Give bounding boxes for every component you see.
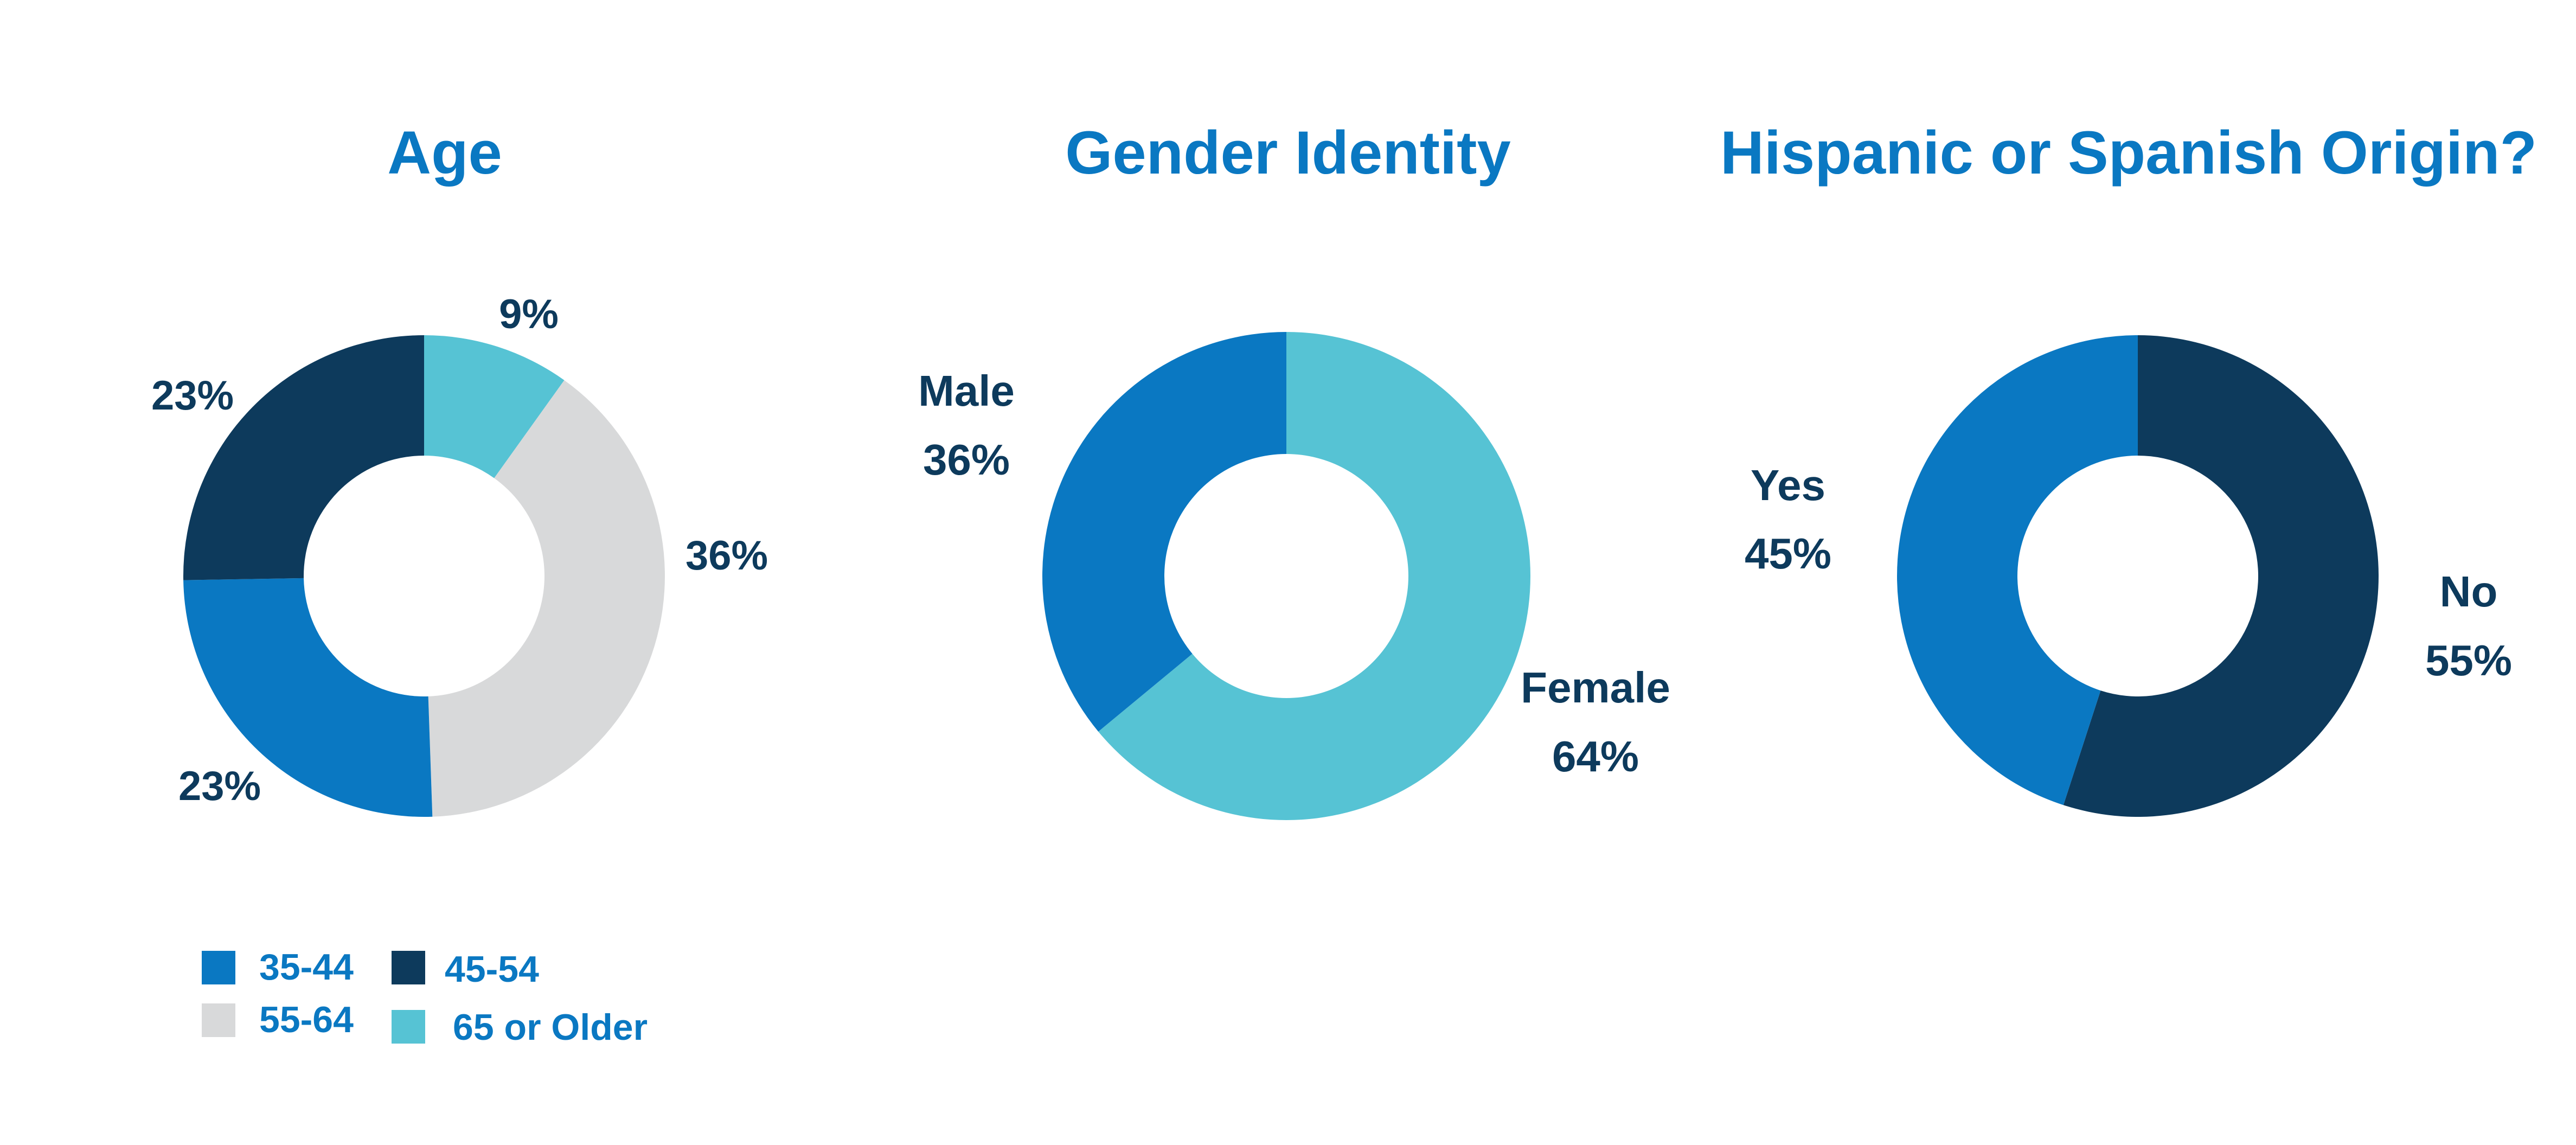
legend-swatch-45-54 (392, 951, 425, 984)
gender-label-female-name: Female (1521, 663, 1670, 712)
slice-male (1042, 332, 1286, 732)
legend-label-35-44: 35-44 (259, 946, 354, 988)
slice-55-64 (428, 380, 665, 817)
legend-label-55-64: 55-64 (259, 999, 354, 1040)
legend-swatch-55-64 (202, 1003, 235, 1037)
gender-identity-chart-title: Gender Identity (1065, 119, 1510, 187)
legend-label-65-or-older: 65 or Older (453, 1007, 648, 1048)
hispanic-origin-chart: Hispanic or Spanish Origin? Yes 45% No 5… (1720, 119, 2537, 817)
hispanic-origin-donut (1897, 335, 2379, 817)
slice-yes (1897, 335, 2138, 805)
slice-no (2063, 335, 2379, 817)
gender-label-male-value: 36% (923, 436, 1010, 484)
gender-identity-chart: Gender Identity Male 36% Female 64% (918, 119, 1670, 821)
age-legend: 35-44 45-54 55-64 65 or Older (202, 946, 648, 1048)
age-label-35-44: 23% (178, 763, 261, 809)
legend-swatch-65-or-older (392, 1010, 425, 1044)
gender-identity-donut (1042, 332, 1530, 821)
slice-female (1098, 332, 1530, 821)
hispanic-origin-chart-title: Hispanic or Spanish Origin? (1720, 119, 2537, 187)
gender-label-female-value: 64% (1552, 732, 1639, 781)
age-chart: Age 9% 36% 23% 23% 35-44 45-54 55-64 65 … (151, 119, 768, 1048)
hispanic-label-yes-value: 45% (1745, 529, 1831, 578)
gender-label-male-name: Male (918, 367, 1015, 415)
hispanic-label-no-value: 55% (2425, 636, 2512, 685)
age-donut (183, 335, 665, 817)
legend-swatch-35-44 (202, 951, 235, 984)
age-label-55-64: 36% (685, 533, 768, 579)
legend-label-45-54: 45-54 (445, 949, 539, 990)
age-label-65-or-older: 9% (499, 291, 559, 337)
slice-35-44 (183, 578, 433, 817)
slice-65-or-older (424, 335, 565, 478)
slice-45-54 (183, 335, 424, 580)
hispanic-label-no-name: No (2440, 567, 2498, 616)
age-chart-title: Age (387, 119, 502, 187)
hispanic-label-yes-name: Yes (1751, 461, 1825, 509)
age-label-45-54: 23% (151, 373, 234, 419)
